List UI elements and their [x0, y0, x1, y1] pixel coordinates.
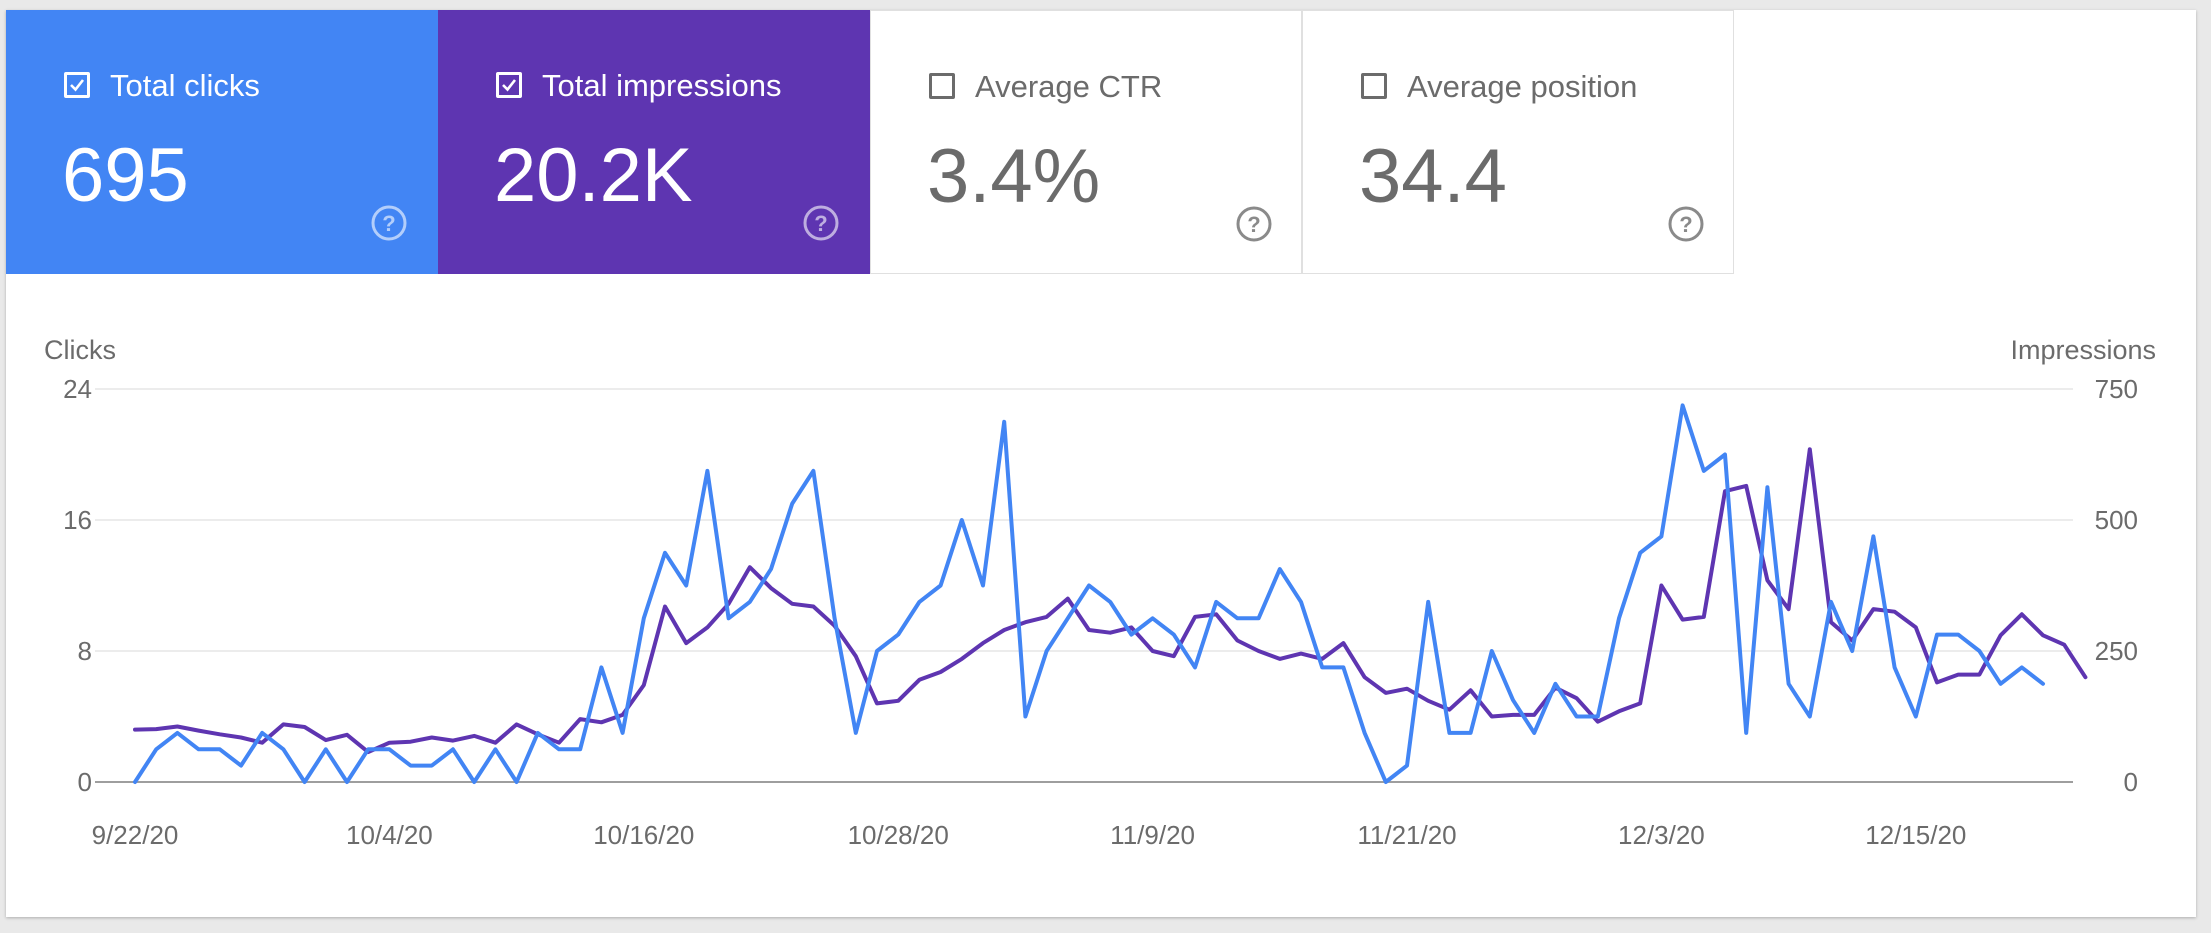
metric-label: Total impressions [542, 68, 782, 103]
metric-cards: Total clicks 695 ? Total impressions 20.… [6, 10, 1734, 274]
metric-value: 20.2K [494, 133, 693, 218]
metric-value: 695 [62, 133, 189, 218]
series-line-clicks [133, 403, 2045, 784]
metric-card-total-impressions[interactable]: Total impressions 20.2K ? [438, 10, 870, 274]
checkbox-icon[interactable] [1361, 73, 1387, 99]
checkbox-icon[interactable] [64, 72, 90, 98]
svg-text:?: ? [1679, 212, 1692, 237]
metric-card-total-clicks[interactable]: Total clicks 695 ? [6, 10, 438, 274]
x-tick-label: 11/21/20 [1357, 820, 1456, 850]
x-tick-label: 12/15/20 [1865, 820, 1966, 850]
y-right-tick-label: 0 [2124, 767, 2138, 797]
performance-chart: Clicks Impressions 0 8 16 24 0 250 500 750 9/22/… [44, 335, 2156, 850]
metric-label: Average CTR [975, 69, 1163, 104]
checkbox-icon[interactable] [496, 72, 522, 98]
x-tick-label: 9/22/20 [92, 820, 179, 850]
metric-label: Average position [1407, 69, 1638, 104]
metric-value: 3.4% [927, 134, 1101, 219]
svg-text:?: ? [814, 211, 827, 236]
y-left-tick-label: 24 [63, 374, 92, 404]
metric-card-average-ctr[interactable]: Average CTR 3.4% ? [870, 10, 1302, 274]
help-circle-icon[interactable]: ? [1667, 205, 1705, 243]
checkbox-icon[interactable] [929, 73, 955, 99]
y-left-tick-label: 8 [78, 636, 92, 666]
y-left-axis-label: Clicks [44, 335, 116, 365]
x-tick-label: 12/3/20 [1618, 820, 1705, 850]
help-circle-icon[interactable]: ? [1235, 205, 1273, 243]
x-tick-label: 10/4/20 [346, 820, 433, 850]
y-right-tick-label: 500 [2095, 505, 2138, 535]
svg-text:?: ? [382, 211, 395, 236]
x-tick-label: 11/9/20 [1110, 820, 1195, 850]
y-right-tick-label: 750 [2095, 374, 2138, 404]
y-right-axis-label: Impressions [2010, 335, 2156, 365]
performance-panel: Total clicks 695 ? Total impressions 20.… [6, 10, 2196, 917]
metric-label: Total clicks [110, 68, 260, 103]
x-tick-label: 10/16/20 [593, 820, 694, 850]
y-left-tick-label: 16 [63, 505, 92, 535]
y-right-tick-label: 250 [2095, 636, 2138, 666]
metric-value: 34.4 [1359, 134, 1507, 219]
svg-text:?: ? [1247, 212, 1260, 237]
help-circle-icon[interactable]: ? [370, 204, 408, 242]
y-left-tick-label: 0 [78, 767, 92, 797]
help-circle-icon[interactable]: ? [802, 204, 840, 242]
x-tick-label: 10/28/20 [848, 820, 949, 850]
metric-card-average-position[interactable]: Average position 34.4 ? [1302, 10, 1734, 274]
